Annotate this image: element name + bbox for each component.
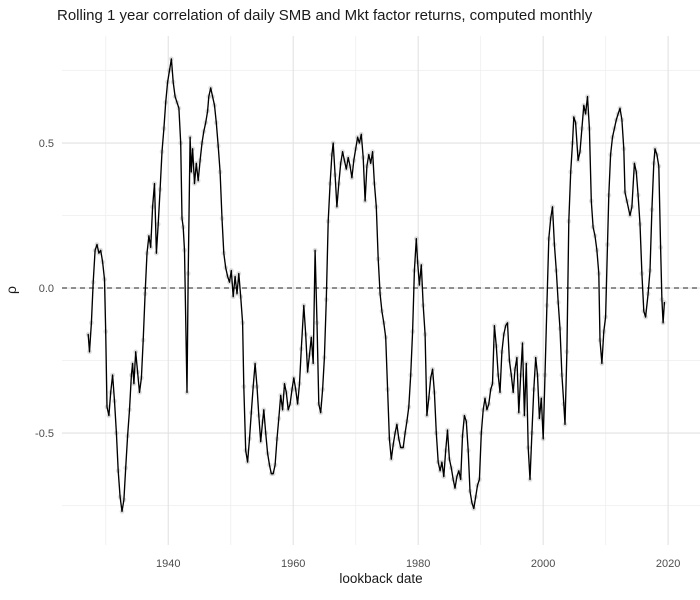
chart-title: Rolling 1 year correlation of daily SMB … <box>57 7 593 24</box>
x-tick-label: 2000 <box>531 558 555 570</box>
correlation-line <box>87 58 666 513</box>
x-tick-label: 1960 <box>281 558 305 570</box>
y-axis-title: ρ <box>3 286 19 294</box>
y-tick-label: -0.5 <box>35 428 54 440</box>
y-tick-label: 0.0 <box>39 283 54 295</box>
x-tick-label: 1940 <box>156 558 180 570</box>
x-tick-label: 1980 <box>406 558 430 570</box>
x-axis-title: lookback date <box>339 571 423 586</box>
y-tick-label: 0.5 <box>39 138 54 150</box>
x-tick-label: 2020 <box>656 558 680 570</box>
data-points <box>85 56 667 514</box>
